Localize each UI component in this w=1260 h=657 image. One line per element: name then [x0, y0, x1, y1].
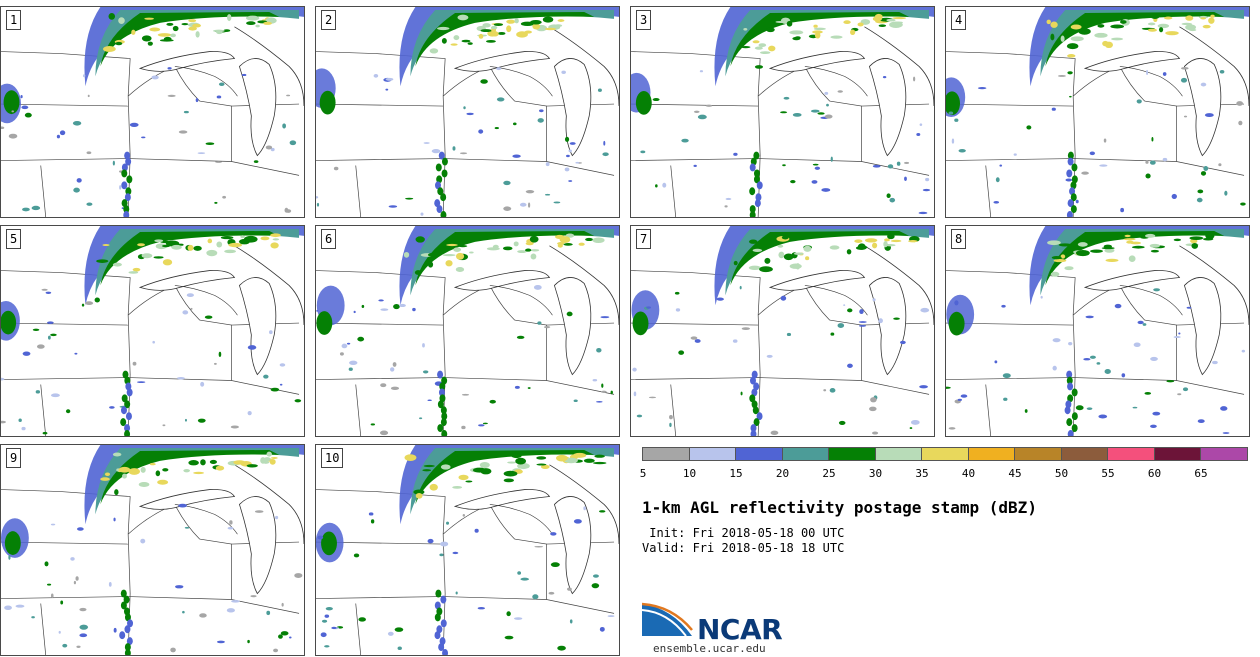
colorbar-segment: [1108, 448, 1155, 460]
colorbar-tick-label: 10: [682, 467, 697, 480]
ensemble-member-map: 5: [0, 225, 305, 437]
member-number-label: 8: [951, 229, 967, 249]
colorbar-tick-label: 5: [639, 467, 647, 480]
colorbar-segment: [1061, 448, 1109, 460]
member-number-label: 4: [951, 10, 967, 30]
colorbar-segment: [922, 448, 969, 460]
member-number-label: 3: [636, 10, 652, 30]
ensemble-member-map: 7: [630, 225, 935, 437]
colorbar-tick-label: 55: [1101, 467, 1115, 480]
colorbar-segment: [1201, 448, 1247, 460]
colorbar-tick-label: 35: [915, 467, 929, 480]
ncar-logo-text: NCAR: [697, 613, 783, 646]
colorbar-segment: [829, 448, 876, 460]
colorbar-segment: [643, 448, 690, 460]
colorbar-tick-label: 45: [1008, 467, 1022, 480]
member-number-label: 7: [636, 229, 652, 249]
member-number-label: 1: [6, 10, 22, 30]
ensemble-url: ensemble.ucar.edu: [653, 642, 766, 655]
ensemble-member-map: 6: [315, 225, 620, 437]
ensemble-member-map: 8: [945, 225, 1250, 437]
ensemble-member-map: 2: [315, 6, 620, 218]
colorbar-tick-label: 20: [775, 467, 790, 480]
colorbar-segment: [736, 448, 783, 460]
colorbar-segment: [875, 448, 923, 460]
colorbar-segment: [1015, 448, 1062, 460]
colorbar-tick-label: 50: [1054, 467, 1069, 480]
member-number-label: 10: [321, 448, 344, 468]
ensemble-member-map: 10: [315, 444, 620, 656]
colorbar-segment: [689, 448, 737, 460]
colorbar-segment: [968, 448, 1016, 460]
reflectivity-colorbar: [642, 447, 1248, 461]
chart-title: 1-km AGL reflectivity postage stamp (dBZ…: [642, 498, 1037, 517]
colorbar-tick-label: 40: [961, 467, 976, 480]
colorbar-segment: [1154, 448, 1202, 460]
ncar-logo-icon: [642, 602, 693, 637]
member-number-label: 2: [321, 10, 337, 30]
colorbar-tick-label: 25: [822, 467, 836, 480]
init-time: Init: Fri 2018-05-18 00 UTC: [642, 526, 845, 540]
colorbar-tick-label: 65: [1194, 467, 1208, 480]
valid-time: Valid: Fri 2018-05-18 18 UTC: [642, 541, 845, 555]
colorbar-tick-label: 60: [1147, 467, 1162, 480]
ensemble-member-map: 9: [0, 444, 305, 656]
member-number-label: 9: [6, 448, 22, 468]
member-number-label: 6: [321, 229, 337, 249]
colorbar-tick-label: 30: [868, 467, 883, 480]
colorbar-segment: [782, 448, 830, 460]
ensemble-member-map: 4: [945, 6, 1250, 218]
ensemble-member-map: 1: [0, 6, 305, 218]
colorbar-tick-label: 15: [729, 467, 743, 480]
ensemble-member-map: 3: [630, 6, 935, 218]
member-number-label: 5: [6, 229, 22, 249]
